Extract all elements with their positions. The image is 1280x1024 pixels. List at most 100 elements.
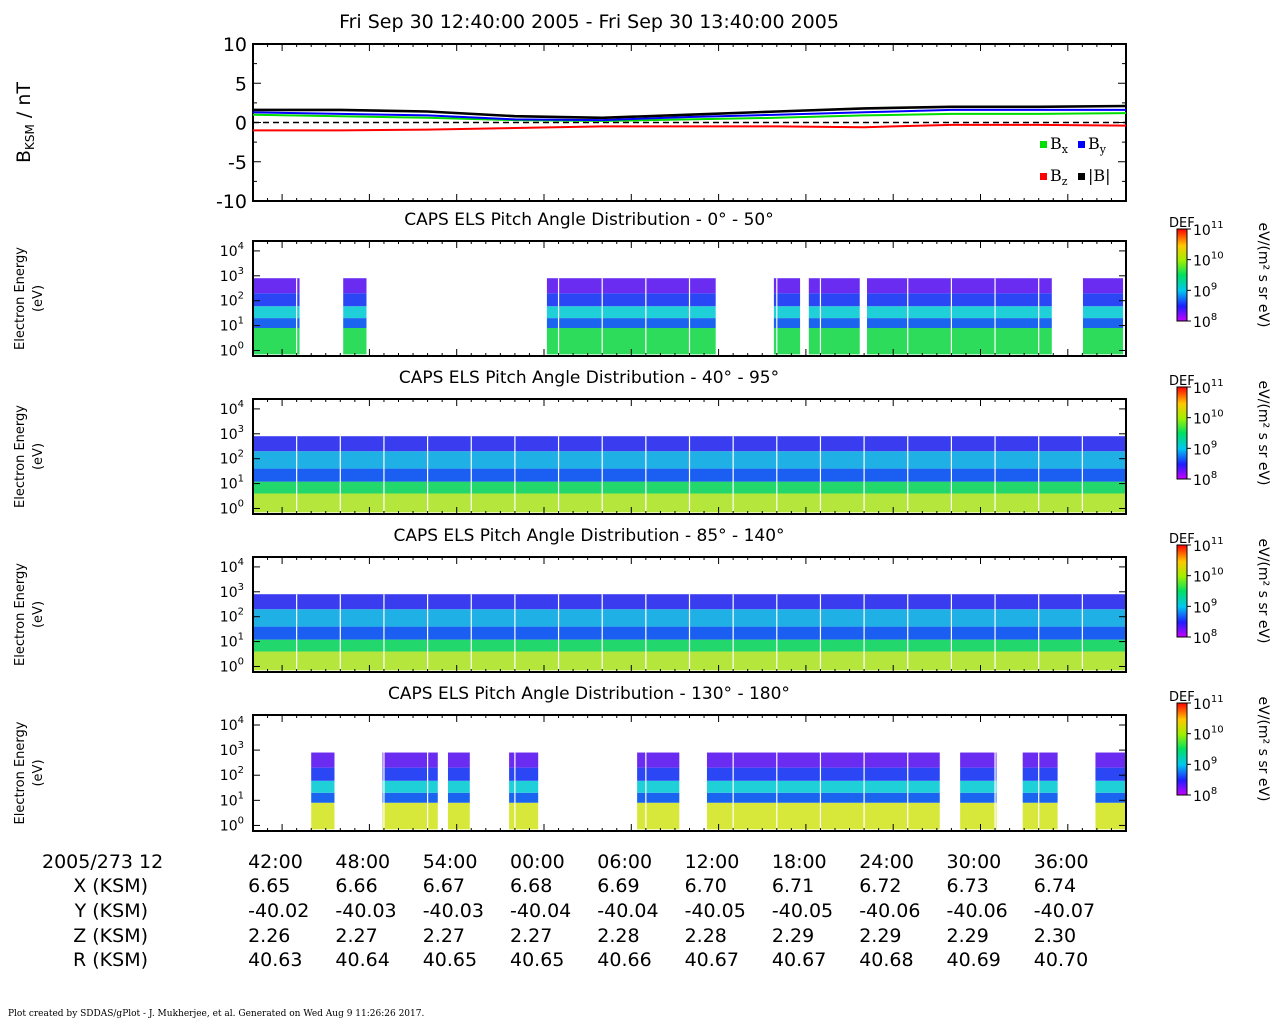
ephemeris-value: -40.05 <box>685 900 746 922</box>
colorbar: DEF 108 109 1010 1011 eV/(m² s sr eV) <box>1169 216 1271 331</box>
legend-label-bz: Bz <box>1050 166 1068 188</box>
colorbar: DEF 108 109 1010 1011 eV/(m² s sr eV) <box>1169 374 1271 489</box>
time-tick-label: 18:00 <box>772 851 827 873</box>
energy-band <box>637 767 680 781</box>
ephemeris-value: 40.66 <box>597 949 651 971</box>
ephemeris-value: -40.05 <box>772 900 833 922</box>
energy-axis-label: Electron Energy <box>13 721 28 824</box>
energy-band <box>808 327 860 355</box>
energy-band <box>253 318 300 328</box>
energy-band <box>706 802 940 830</box>
energy-axis-label: Electron Energy <box>13 563 28 666</box>
ephemeris-value: 2.29 <box>859 925 901 947</box>
energy-band <box>867 278 1052 294</box>
series-line-bz <box>253 123 1127 132</box>
energy-band <box>773 293 801 307</box>
data-interval <box>867 278 1052 356</box>
data-interval <box>447 752 470 830</box>
ephemeris-value: 40.65 <box>510 949 564 971</box>
energy-band <box>546 318 716 328</box>
colorbar-tick-label: 109 <box>1193 755 1217 774</box>
energy-band <box>311 792 335 803</box>
energy-band <box>509 792 539 803</box>
data-interval <box>382 752 438 831</box>
energy-band <box>960 802 997 830</box>
legend-swatch-by <box>1078 141 1085 148</box>
energy-band <box>1082 306 1124 319</box>
time-tick-label: 06:00 <box>597 851 652 873</box>
colorbar-tick-label: 1011 <box>1193 378 1224 397</box>
energy-band <box>1022 752 1058 768</box>
x-axis-table: 2005/273 12 42:00 48:00 54:00 00:00 06:00 12:0… <box>42 851 1095 971</box>
energy-band <box>1095 767 1126 781</box>
colorbar-tick-label: 108 <box>1193 786 1217 805</box>
legend-label-by: By <box>1088 134 1107 156</box>
colorbar-gradient <box>1176 228 1188 322</box>
ephemeris-value: 6.71 <box>772 875 814 897</box>
energy-band <box>343 306 367 319</box>
energy-band <box>311 752 335 768</box>
energy-band <box>867 327 1052 355</box>
energy-band <box>960 752 997 768</box>
y-tick-label: 104 <box>220 399 244 418</box>
y-tick-label: 101 <box>220 316 244 335</box>
energy-band <box>1095 802 1126 830</box>
colorbar-tick-label: 108 <box>1193 628 1217 647</box>
legend-label-bx: Bx <box>1050 134 1069 156</box>
colorbar-label: DEF <box>1169 374 1195 389</box>
ephemeris-value: 2.28 <box>685 925 727 947</box>
y-tick-label: 103 <box>220 266 244 285</box>
energy-band <box>1082 327 1124 355</box>
y-tick-label: 100 <box>220 340 244 359</box>
energy-band <box>637 792 680 803</box>
y-tick-label: 103 <box>220 424 244 443</box>
energy-band <box>637 752 680 768</box>
energy-band <box>637 780 680 793</box>
magnetic-field-panel: 10 5 0 -5 -10 BKSM / nT Bx By Bz |B| <box>13 34 1127 213</box>
energy-band <box>382 780 438 793</box>
field-y-axis-label: BKSM / nT <box>13 82 37 163</box>
data-interval <box>252 436 1126 514</box>
ephemeris-value: 6.69 <box>597 875 639 897</box>
energy-band <box>1022 802 1058 830</box>
data-interval <box>343 278 367 355</box>
energy-axis-unit: (eV) <box>31 285 46 312</box>
energy-band <box>1095 752 1126 768</box>
colorbar-tick-label: 109 <box>1193 281 1217 300</box>
energy-band <box>773 327 801 355</box>
energy-band <box>808 278 860 294</box>
colorbar-tick-label: 1011 <box>1193 694 1224 713</box>
energy-band <box>1022 767 1058 781</box>
energy-band <box>509 780 539 793</box>
energy-band <box>447 802 470 830</box>
energy-band <box>773 318 801 328</box>
energy-band <box>343 293 367 307</box>
colorbar-gradient <box>1176 702 1188 796</box>
energy-band <box>706 752 940 768</box>
y-tick-label: 102 <box>220 291 244 310</box>
energy-band <box>1022 792 1058 803</box>
ephemeris-value: 6.72 <box>859 875 901 897</box>
panel-title: CAPS ELS Pitch Angle Distribution - 40° … <box>399 368 779 388</box>
legend-label-btot: |B| <box>1088 166 1111 185</box>
ephemeris-value: -40.03 <box>335 900 396 922</box>
ephemeris-value: -40.06 <box>947 900 1008 922</box>
ephemeris-value: -40.04 <box>510 900 571 922</box>
series-line-btot <box>253 104 1127 120</box>
energy-band <box>773 278 801 294</box>
data-interval <box>1095 752 1127 831</box>
ephemeris-value: 40.69 <box>947 949 1001 971</box>
colorbar-gradient <box>1176 386 1188 480</box>
energy-band <box>960 792 997 803</box>
data-interval <box>1022 752 1058 831</box>
page-title: Fri Sep 30 12:40:00 2005 - Fri Sep 30 13… <box>339 11 839 33</box>
energy-axis-unit: (eV) <box>31 443 46 470</box>
panels: 10 5 0 -5 -10 BKSM / nT Bx By Bz |B| CAPS ELS Pitc… <box>13 34 1271 834</box>
energy-band <box>382 752 438 768</box>
energy-band <box>343 327 367 355</box>
y-tick-label: 102 <box>220 449 244 468</box>
ephemeris-value: -40.07 <box>1034 900 1095 922</box>
energy-band <box>253 278 300 294</box>
ephemeris-value: -40.04 <box>597 900 658 922</box>
energy-band <box>546 278 716 294</box>
